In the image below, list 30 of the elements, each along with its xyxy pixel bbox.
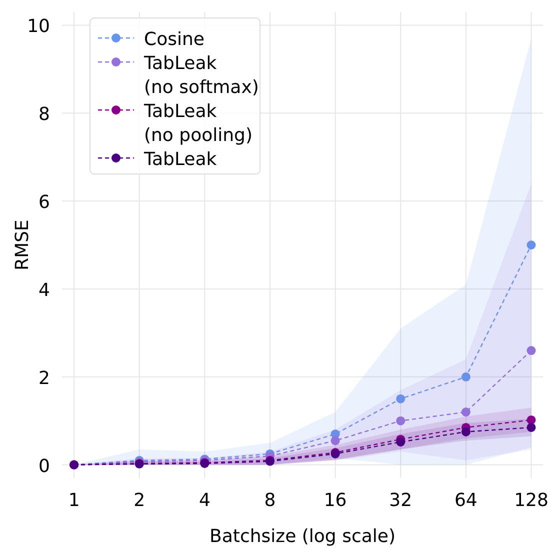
point bbox=[526, 346, 536, 356]
x-tick-label: 64 bbox=[454, 490, 478, 511]
x-axis-title: Batchsize (log scale) bbox=[210, 526, 396, 547]
y-tick-label: 8 bbox=[38, 104, 50, 126]
point bbox=[526, 240, 536, 250]
y-axis-title: RMSE bbox=[12, 220, 33, 270]
y-tick-label: 0 bbox=[38, 456, 50, 477]
x-tick-label: 8 bbox=[264, 490, 276, 511]
point bbox=[396, 394, 406, 404]
x-tick-label: 32 bbox=[389, 490, 412, 511]
x-tick-label: 128 bbox=[514, 490, 548, 511]
x-tick-label: 16 bbox=[324, 490, 347, 511]
legend-label: TabLeak bbox=[143, 149, 218, 170]
point bbox=[461, 372, 470, 382]
point bbox=[461, 427, 470, 436]
y-tick-label: 6 bbox=[38, 192, 50, 214]
point bbox=[396, 416, 406, 426]
x-tick-label: 2 bbox=[134, 490, 146, 511]
y-tick-label: 2 bbox=[38, 368, 50, 389]
legend-label: TabLeak (no softmax) bbox=[143, 53, 259, 98]
y-tick-label: 4 bbox=[38, 280, 50, 301]
point bbox=[330, 436, 340, 446]
point bbox=[396, 437, 406, 446]
point bbox=[526, 422, 536, 432]
x-tick-label: 4 bbox=[198, 490, 210, 511]
point bbox=[461, 408, 470, 417]
legend-label: Cosine bbox=[144, 29, 204, 50]
legend-label: TabLeak (no pooling) bbox=[143, 101, 252, 146]
x-tick-label: 1 bbox=[68, 490, 80, 511]
y-tick-label: 10 bbox=[27, 16, 50, 38]
